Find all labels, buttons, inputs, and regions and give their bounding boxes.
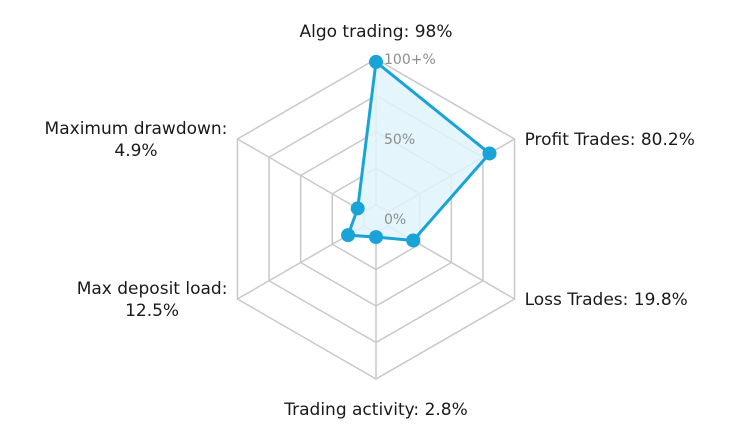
tick-label-50: 50% [384,132,415,148]
tick-label-100: 100+% [384,52,436,68]
axis-label-0: Algo trading: 98% [299,22,452,42]
tick-label-0: 0% [384,212,406,228]
data-point-2 [406,233,421,248]
data-point-3 [369,230,383,245]
data-point-1 [482,146,497,161]
radar-series [341,54,497,248]
radar-tick-labels: 0% 50% 100+% [384,52,436,228]
axis-label-1: Profit Trades: 80.2% [525,130,695,150]
axis-label-3: Trading activity: 2.8% [283,400,468,420]
series-area [346,60,492,242]
data-point-0 [369,54,383,69]
axis-label-2: Loss Trades: 19.8% [525,290,688,310]
data-point-5 [350,201,365,216]
radar-axis-labels: Algo trading: 98% Profit Trades: 80.2% Los… [45,22,695,420]
axis-label-4: Max deposit load: 12.5% [77,279,228,321]
data-point-4 [341,228,356,243]
axis-label-5: Maximum drawdown: 4.9% [45,119,228,161]
grid-spoke-5 [237,138,365,213]
